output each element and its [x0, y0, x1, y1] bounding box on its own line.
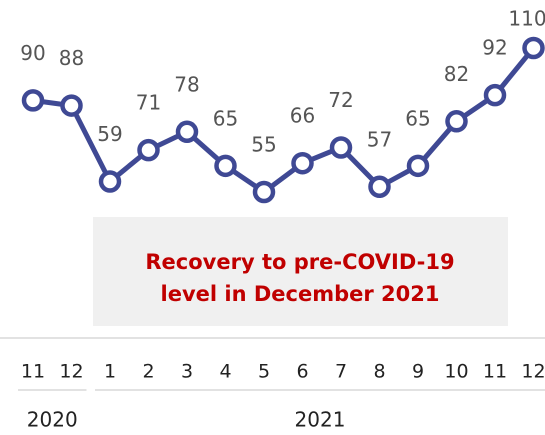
value-label: 78 — [174, 72, 199, 96]
value-label: 55 — [251, 133, 276, 157]
point — [98, 170, 122, 193]
value-label: 59 — [97, 122, 122, 146]
x-tick-label: 5 — [258, 361, 270, 383]
annotation-line: Recovery to pre-COVID-19 — [145, 250, 454, 274]
value-label: 82 — [444, 62, 469, 86]
point — [21, 89, 45, 112]
x-tick-label: 10 — [444, 361, 468, 383]
value-label: 65 — [405, 106, 430, 130]
value-label: 72 — [328, 88, 353, 112]
x-tick-label: 3 — [181, 361, 193, 383]
x-tick-label: 6 — [296, 361, 308, 383]
point — [291, 151, 314, 175]
x-tick-label: 12 — [59, 361, 83, 383]
x-tick-label: 9 — [412, 361, 424, 383]
point — [329, 136, 353, 159]
point — [445, 110, 468, 133]
x-tick-label: 1 — [104, 361, 116, 383]
year-label: 2021 — [295, 408, 346, 432]
point — [406, 154, 430, 178]
year-label: 2020 — [27, 408, 78, 432]
point — [483, 83, 507, 107]
point — [214, 154, 237, 178]
x-tick-label: 4 — [219, 361, 231, 383]
x-tick-label: 7 — [335, 361, 347, 383]
point — [60, 94, 83, 117]
point — [368, 175, 391, 199]
value-label: 88 — [59, 46, 84, 70]
point — [175, 120, 199, 144]
point — [137, 138, 160, 162]
value-label: 71 — [136, 91, 161, 115]
value-label: 110 — [508, 7, 545, 31]
value-label: 90 — [20, 41, 45, 65]
x-tick-label: 11 — [483, 361, 507, 383]
value-label: 57 — [367, 127, 392, 151]
value-label: 66 — [290, 104, 315, 128]
value-label: 92 — [482, 36, 507, 60]
annotation-box — [93, 217, 508, 326]
x-tick-label: 12 — [521, 361, 545, 383]
point — [522, 36, 545, 60]
x-tick-label: 8 — [373, 361, 385, 383]
annotation-line: level in December 2021 — [161, 282, 440, 306]
x-tick-label: 11 — [21, 361, 45, 383]
value-label: 65 — [213, 106, 238, 130]
x-tick-label: 2 — [142, 361, 154, 383]
point — [252, 180, 276, 204]
